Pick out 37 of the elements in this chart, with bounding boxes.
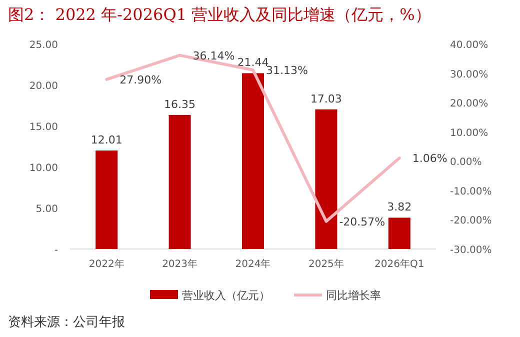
x-tick-label: 2025年 <box>308 258 344 270</box>
y2-tick-label: -10.00% <box>450 186 492 198</box>
data-label: 27.90% <box>120 73 162 86</box>
legend-label: 同比增长率 <box>326 289 381 302</box>
bar <box>315 109 338 249</box>
x-tick-label: 2022年 <box>88 258 124 270</box>
data-label: 36.14% <box>192 49 235 62</box>
data-label: -20.57% <box>339 215 386 228</box>
y2-tick-label: 20.00% <box>450 98 488 110</box>
y-tick-label: 5.00 <box>36 204 58 215</box>
y2-tick-label: 0.00% <box>450 157 482 168</box>
y2-tick-label: 30.00% <box>450 69 488 80</box>
data-label: 17.03 <box>310 92 342 106</box>
y2-tick-label: 40.00% <box>450 40 488 51</box>
data-label: 21.44 <box>237 56 269 70</box>
data-label: 12.01 <box>90 134 122 147</box>
x-tick-label: 2023年 <box>162 258 198 270</box>
data-label: 16.35 <box>164 98 196 111</box>
y2-tick-label: -30.00% <box>450 245 492 256</box>
bar <box>168 114 191 249</box>
x-tick-label: 2026年Q1 <box>374 258 424 270</box>
y-tick-label: 20.00 <box>29 81 58 92</box>
bar <box>388 218 410 249</box>
bar <box>96 150 118 249</box>
legend-label: 营业收入（亿元） <box>182 289 270 302</box>
data-label: 1.06% <box>412 152 448 166</box>
y-tick-label: 25.00 <box>29 40 58 51</box>
x-tick-label: 2024年 <box>235 258 271 270</box>
y-tick-label: 10.00 <box>29 163 58 174</box>
y-tick-label: - <box>54 245 58 256</box>
data-label: 3.82 <box>387 200 412 214</box>
y-tick-label: 15.00 <box>29 122 58 133</box>
chart-title: 图2： 2022 年-2026Q1 营业收入及同比增速（亿元，%） <box>8 5 431 24</box>
text: 资料来源：公司年报 <box>8 315 125 330</box>
bar <box>242 73 264 249</box>
y2-tick-label: 10.00% <box>450 128 488 139</box>
y2-tick-label: -20.00% <box>450 216 492 227</box>
